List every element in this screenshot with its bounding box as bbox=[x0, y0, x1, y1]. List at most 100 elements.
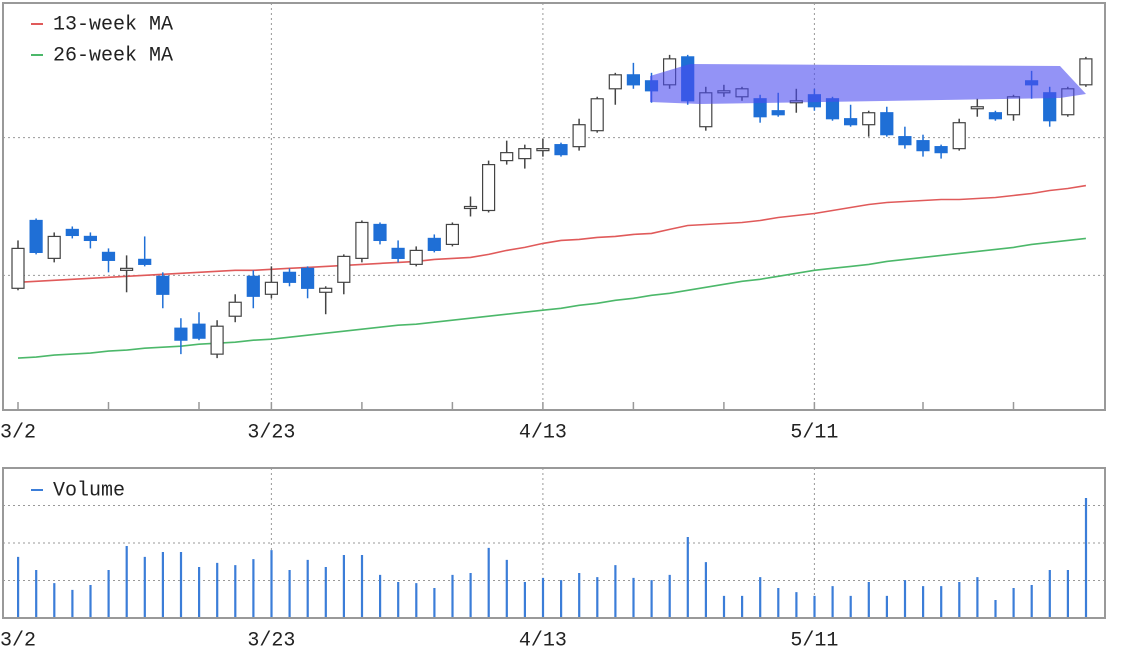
x-tick-label: 5/11 bbox=[790, 629, 838, 652]
candle-body bbox=[916, 140, 930, 152]
candle-body bbox=[282, 271, 297, 283]
candle-body bbox=[65, 228, 79, 237]
volume-bar bbox=[994, 600, 997, 618]
volume-bar bbox=[342, 555, 345, 618]
candle-body bbox=[970, 106, 984, 110]
candle-body bbox=[536, 148, 550, 152]
candle-body bbox=[880, 112, 894, 136]
candle-body bbox=[572, 124, 586, 148]
volume-bar bbox=[922, 586, 925, 618]
volume-bar bbox=[976, 577, 979, 618]
candle-body bbox=[101, 251, 116, 261]
x-tick-label: 4/13 bbox=[519, 421, 567, 444]
volume-bar bbox=[1084, 498, 1088, 618]
volume-bar bbox=[1048, 570, 1051, 618]
candle-body bbox=[445, 223, 459, 246]
candle-body bbox=[608, 74, 622, 90]
candle-body bbox=[264, 281, 278, 295]
candle-body bbox=[228, 301, 242, 317]
candle-body bbox=[210, 325, 224, 355]
price-frame bbox=[2, 2, 1106, 411]
volume-bar bbox=[451, 574, 454, 618]
volume-bar bbox=[397, 582, 400, 618]
x-tick-label: 3/23 bbox=[247, 629, 295, 652]
legend-label: 13-week MA bbox=[53, 13, 173, 36]
candle-body bbox=[843, 118, 858, 126]
candle-body bbox=[11, 247, 25, 289]
legend-label: 26-week MA bbox=[53, 44, 173, 67]
volume-bar bbox=[867, 582, 870, 618]
volume-bar bbox=[614, 565, 617, 618]
volume-bar bbox=[958, 582, 961, 618]
candle-body bbox=[934, 146, 948, 154]
volume-bar bbox=[940, 586, 943, 618]
volume-bar bbox=[198, 567, 201, 618]
candle-body bbox=[1079, 58, 1093, 86]
candle-body bbox=[83, 235, 98, 242]
volume-bar bbox=[849, 595, 852, 618]
x-tick-label: 3/23 bbox=[247, 421, 295, 444]
volume-bar bbox=[704, 562, 707, 618]
volume-bar bbox=[1066, 570, 1069, 618]
candle-body bbox=[47, 235, 61, 259]
volume-bar bbox=[288, 570, 291, 618]
volume-bar bbox=[252, 559, 255, 618]
candle-body bbox=[192, 323, 206, 339]
volume-bar bbox=[523, 582, 526, 618]
candle-body bbox=[138, 258, 152, 265]
volume-bar bbox=[433, 588, 436, 618]
volume-bar bbox=[596, 577, 599, 618]
ma-line bbox=[17, 184, 1087, 284]
candle-body bbox=[409, 249, 423, 265]
legend-label: Volume bbox=[53, 479, 125, 502]
volume-bar bbox=[234, 565, 237, 618]
volume-bar bbox=[306, 559, 309, 618]
volume-bar bbox=[107, 570, 110, 618]
volume-bar bbox=[777, 588, 780, 618]
candle-body bbox=[626, 74, 641, 86]
candle-body bbox=[119, 267, 134, 271]
candle-body bbox=[862, 112, 876, 126]
candle-body bbox=[319, 287, 333, 293]
candle-body bbox=[391, 247, 405, 259]
candle-body bbox=[898, 136, 912, 146]
volume-bar bbox=[53, 583, 56, 618]
volume-frame bbox=[2, 467, 1106, 619]
candle-body bbox=[518, 148, 532, 160]
volume-bar bbox=[487, 547, 490, 618]
x-tick-label: 3/2 bbox=[0, 421, 36, 444]
volume-bar bbox=[560, 580, 563, 618]
volume-bar bbox=[469, 573, 472, 618]
volume-bar bbox=[161, 552, 164, 618]
volume-bar bbox=[17, 556, 20, 618]
candle-body bbox=[590, 98, 604, 132]
volume-bar bbox=[686, 537, 689, 618]
volume-bar bbox=[722, 595, 726, 618]
volume-bar bbox=[415, 583, 418, 618]
candle-body bbox=[373, 223, 387, 242]
volume-bar bbox=[541, 577, 545, 618]
volume-bar bbox=[179, 552, 183, 618]
volume-bar bbox=[831, 586, 834, 618]
candle-body bbox=[1006, 96, 1021, 116]
candle-body bbox=[482, 164, 496, 212]
candle-body bbox=[156, 275, 170, 295]
volume-bar bbox=[360, 555, 364, 618]
volume-bar bbox=[1012, 588, 1015, 618]
volume-bar bbox=[885, 595, 888, 618]
volume-bar bbox=[813, 595, 816, 618]
candle-body bbox=[246, 275, 260, 297]
candle-body bbox=[427, 237, 441, 251]
volume-bar bbox=[125, 546, 128, 618]
volume-bar bbox=[795, 592, 798, 618]
volume-bar bbox=[89, 585, 92, 618]
candle-body bbox=[337, 255, 351, 283]
volume-bar bbox=[270, 550, 273, 618]
volume-bar bbox=[216, 562, 219, 618]
candle-body bbox=[500, 152, 514, 162]
volume-bar bbox=[1030, 585, 1033, 618]
candle-body bbox=[301, 267, 315, 289]
volume-bar bbox=[578, 573, 581, 618]
